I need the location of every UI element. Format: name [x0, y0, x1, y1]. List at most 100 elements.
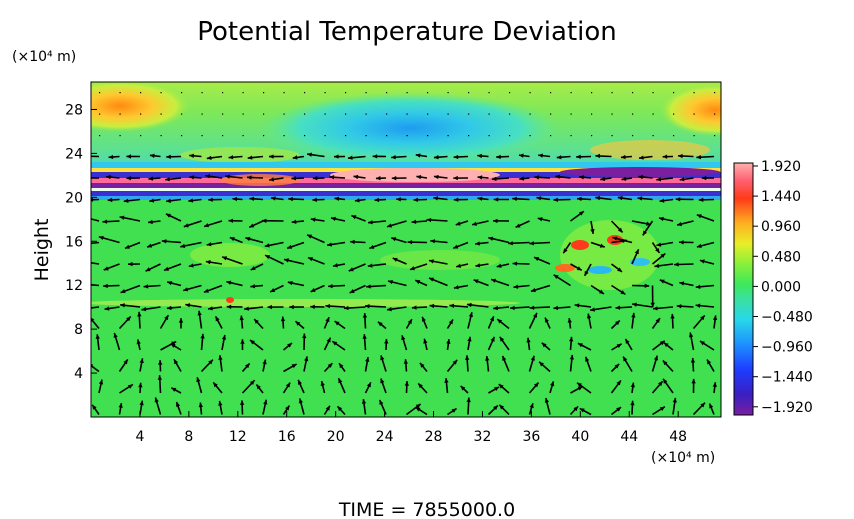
wind-vector-head [502, 355, 507, 361]
wind-vector-head [380, 355, 385, 361]
colorbar-label: 0.960 [761, 219, 801, 235]
wind-vector-head [512, 261, 518, 266]
wind-vector-head [213, 382, 218, 388]
wind-vector [91, 241, 100, 245]
wind-vector-head [617, 227, 623, 233]
wind-vector-head [387, 307, 392, 312]
wind-vector-head [366, 382, 371, 388]
wind-vector-head [332, 341, 338, 346]
wind-vector-head [250, 284, 256, 289]
wind-vector-head [138, 382, 143, 388]
wind-vector-head [448, 319, 454, 325]
x-tick-label: 16 [278, 429, 296, 445]
wind-vector-head [198, 402, 203, 408]
wind-vector-head [375, 176, 381, 181]
wind-vector-head [534, 175, 539, 180]
wind-vector-head [657, 381, 663, 387]
wind-vector-head [579, 175, 584, 180]
wind-vector [345, 113, 347, 115]
x-tick-label: 36 [522, 429, 540, 445]
wind-vector-head [475, 263, 481, 268]
wind-vector-head [553, 274, 559, 280]
wind-vector-head [291, 364, 297, 369]
wind-vector-head [189, 175, 195, 180]
wind-vector-head [215, 316, 220, 322]
wind-vector-head [533, 382, 539, 388]
wind-vector [345, 92, 347, 94]
wind-vector-head [662, 360, 668, 366]
wind-vector-head [163, 266, 169, 271]
colorbar-label: 1.440 [761, 189, 801, 205]
wind-vector-head [85, 154, 90, 158]
wind-vector-head [126, 316, 131, 322]
wind-vector-head [240, 339, 245, 344]
wind-vector-head [656, 242, 662, 247]
wind-vector-head [411, 305, 417, 310]
wind-vector-head [452, 359, 458, 365]
wind-vector-head [310, 287, 316, 292]
wind-vector [488, 92, 490, 94]
x-axis: 4 8 12 16 20 24 28 32 36 40 44 48 [135, 411, 687, 445]
wind-vector [222, 92, 224, 94]
wind-vector-head [328, 283, 333, 289]
wind-vector-head [658, 216, 664, 222]
wind-vector [201, 135, 203, 137]
wind-vector-head [338, 378, 343, 384]
wave-patch [220, 174, 300, 186]
wind-vector-head [460, 385, 466, 391]
wind-vector-head [388, 279, 393, 285]
wind-vector-head [600, 176, 606, 182]
wind-vector-head [617, 267, 623, 272]
wind-vector-head [332, 263, 338, 268]
wind-vector [509, 113, 511, 115]
wind-vector-head [106, 174, 111, 180]
wind-vector-head [585, 356, 590, 362]
x-tick-label: 20 [327, 429, 345, 445]
x-tick-label: 24 [376, 429, 394, 445]
wind-vector-head [544, 397, 550, 403]
wind-vector-head [550, 381, 555, 387]
wind-vector [673, 113, 675, 115]
wind-vector-head [691, 378, 696, 384]
storm-halo [560, 220, 660, 290]
wind-vector [693, 113, 695, 115]
wind-vector [242, 113, 244, 115]
wind-vector-head [380, 378, 385, 384]
wind-vector-head [678, 153, 683, 159]
wind-vector-head [630, 382, 635, 388]
wind-vector [222, 135, 224, 137]
wind-vector-head [247, 155, 253, 160]
wind-vector [468, 92, 470, 94]
wind-vector [99, 113, 101, 115]
y-axis-label: Height [31, 219, 53, 282]
wind-vector-head [655, 318, 660, 323]
wind-vector-head [401, 335, 406, 341]
wind-vector-head [453, 154, 459, 160]
wind-vector-head [456, 263, 462, 268]
wind-vector-head [269, 177, 274, 182]
wind-vector-head [688, 332, 694, 338]
wind-vector-head [429, 303, 435, 309]
wind-vector [529, 135, 531, 137]
wind-vector-head [287, 244, 293, 249]
wind-vector-head [446, 339, 451, 344]
wind-vector-head [510, 305, 515, 311]
cool-region-top [260, 92, 560, 164]
wind-vector-head [630, 400, 635, 406]
wind-vector [693, 135, 695, 137]
wind-vector-head [320, 381, 325, 386]
wind-vector-head [433, 196, 439, 201]
wind-vector-head [250, 266, 256, 270]
wind-vector-head [250, 339, 255, 345]
wind-vector-head [403, 359, 409, 364]
wind-vector [242, 135, 244, 137]
wind-vector-head [496, 154, 501, 160]
storm-hot-2 [607, 235, 623, 245]
y-tick-label: 8 [74, 322, 83, 338]
wind-vector-head [477, 153, 482, 159]
wind-vector-head [302, 333, 307, 339]
wind-vector-head [222, 256, 228, 261]
wind-vector [406, 113, 408, 115]
wind-vector-head [118, 403, 123, 408]
wind-vector [591, 135, 593, 137]
